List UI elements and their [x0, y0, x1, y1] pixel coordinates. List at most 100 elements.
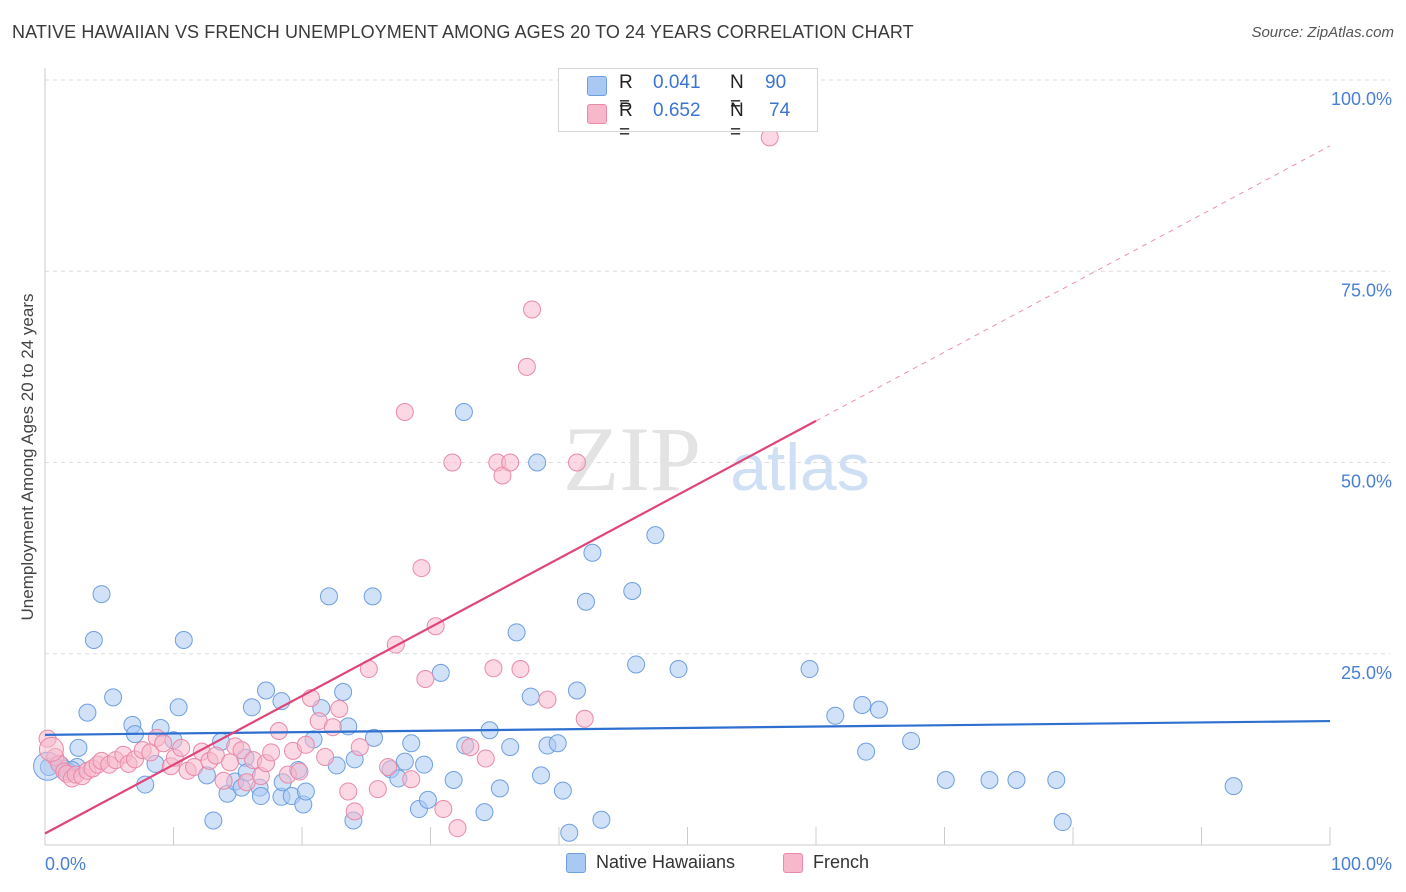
french-point [323, 718, 342, 737]
french-point [221, 753, 240, 772]
french-point [214, 771, 233, 790]
french-point [395, 403, 414, 422]
native-hawaiians-point [853, 696, 872, 715]
french-point [345, 802, 364, 821]
legend-r-value: 0.652 [653, 100, 701, 121]
french-point [448, 819, 467, 838]
french-point [290, 762, 309, 781]
french-point [154, 734, 173, 753]
french-point [368, 780, 387, 799]
native-hawaiians-point [174, 630, 193, 649]
french-point [575, 709, 594, 728]
y-tick-label: 25.0% [1341, 663, 1392, 683]
native-hawaiians-point [800, 660, 819, 679]
french-point [484, 659, 503, 678]
native-hawaiians-point [826, 706, 845, 725]
native-hawaiians-point [1053, 813, 1072, 832]
french-point [185, 757, 204, 776]
y-tick-label: 75.0% [1341, 280, 1392, 300]
correlation-legend: R = 0.041 N = 90 R = 0.652 N = 74 [558, 68, 818, 143]
native-hawaiians-point [204, 811, 223, 830]
native-hawaiians-point [583, 543, 602, 562]
native-hawaiians-point [532, 766, 551, 785]
trend-lines [44, 145, 1331, 835]
chart-title: NATIVE HAWAIIAN VS FRENCH UNEMPLOYMENT A… [12, 22, 914, 42]
french-point [443, 453, 462, 472]
native-hawaiians-point [548, 734, 567, 753]
french-point [416, 669, 435, 688]
french-point [538, 690, 557, 709]
french-point [523, 300, 542, 319]
y-tick-label: 50.0% [1341, 472, 1392, 492]
native-hawaiians-point [418, 790, 437, 809]
native-hawaiians-point [364, 728, 383, 747]
native-hawaiians-point [475, 803, 494, 822]
native-hawaiians-point [669, 660, 688, 679]
french-point [476, 749, 495, 768]
native-hawaiians-point [319, 587, 338, 606]
bottom-legend-swatch-blue [566, 852, 586, 873]
native-hawaiians-point [553, 781, 572, 800]
native-hawaiians-point [902, 731, 921, 750]
grid-lines [45, 79, 1390, 655]
native-hawaiians-point [936, 770, 955, 789]
native-hawaiians-point [402, 734, 421, 753]
native-hawaiians-point [646, 526, 665, 545]
native-hawaiians-point [576, 592, 595, 611]
legend-n-label: N = [730, 100, 744, 143]
native-hawaiians-point [980, 770, 999, 789]
french-point [330, 699, 349, 718]
native-hawaiians-point [242, 698, 261, 717]
native-hawaiians-point [623, 582, 642, 601]
french-point [339, 782, 358, 801]
french-point [412, 559, 431, 578]
french-point [379, 757, 398, 776]
french-point [434, 800, 453, 819]
native-hawaiians-point [444, 770, 463, 789]
legend-n-value: 74 [769, 100, 791, 121]
bottom-legend-swatch-pink [783, 852, 803, 873]
native-hawaiians-points [33, 403, 1243, 842]
x-tick-label-max: 100.0% [1331, 854, 1392, 874]
native-hawaiians-point [521, 687, 540, 706]
native-hawaiians-point [490, 779, 509, 798]
french-point [262, 743, 281, 762]
french-point [517, 357, 536, 376]
legend-r-label: R = [619, 72, 633, 115]
axes [44, 68, 1331, 846]
native-hawaiians-point [92, 585, 111, 604]
watermark-atlas: atlas [730, 430, 869, 504]
native-hawaiians-point [1224, 777, 1243, 796]
legend-r-label: R = [619, 100, 633, 143]
french-point [511, 660, 530, 679]
native-hawaiians-point [251, 787, 270, 806]
bottom-legend-native-hawaiians[interactable]: Native Hawaiians [566, 852, 735, 873]
native-hawaiians-point [454, 403, 473, 422]
legend-n-value: 90 [765, 72, 787, 93]
french-point [269, 722, 288, 741]
native-hawaiians-point [69, 738, 88, 757]
native-hawaiians-point [627, 655, 646, 674]
native-hawaiians-point [104, 688, 123, 707]
watermark: ZIP atlas [563, 408, 870, 510]
french-point [316, 748, 335, 767]
native-hawaiians-point [415, 755, 434, 774]
native-hawaiians-trend-line [44, 719, 1331, 736]
legend-swatch-pink [587, 104, 607, 124]
native-hawaiians-point [869, 700, 888, 719]
source-label: Source: ZipAtlas.com [1251, 24, 1394, 41]
native-hawaiians-point [136, 775, 155, 794]
french-point [501, 453, 520, 472]
french-point [567, 453, 586, 472]
native-hawaiians-point [84, 630, 103, 649]
native-hawaiians-point [567, 681, 586, 700]
native-hawaiians-point [528, 453, 547, 472]
native-hawaiians-point [857, 742, 876, 761]
french-point [461, 738, 480, 757]
native-hawaiians-point [1007, 770, 1026, 789]
french-point [296, 735, 315, 754]
french-point [232, 741, 251, 760]
bottom-legend-label: Native Hawaiians [596, 852, 736, 872]
bottom-legend-french[interactable]: French [783, 852, 869, 873]
